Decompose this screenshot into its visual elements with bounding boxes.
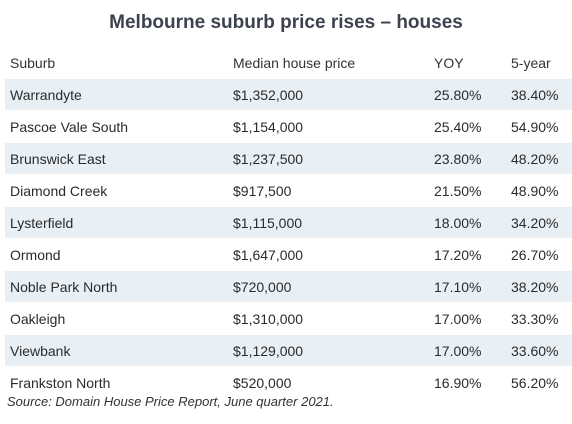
cell-yoy: 16.90% (429, 366, 506, 399)
cell-suburb: Diamond Creek (5, 174, 228, 207)
table-title: Melbourne suburb price rises – houses (109, 12, 463, 33)
cell-5-year: 34.20% (506, 206, 572, 239)
cell-median-price: $1,310,000 (228, 302, 429, 335)
source-note: Source: Domain House Price Report, June … (7, 394, 334, 409)
cell-5-year: 38.20% (506, 270, 572, 303)
table-row: Oakleigh $1,310,000 17.00% 33.30% (5, 302, 572, 335)
cell-5-year: 54.90% (506, 110, 572, 143)
header-yoy: YOY (429, 47, 506, 79)
cell-yoy: 21.50% (429, 174, 506, 207)
cell-suburb: Viewbank (5, 334, 228, 367)
table-row: Brunswick East $1,237,500 23.80% 48.20% (5, 142, 572, 175)
cell-suburb: Noble Park North (5, 270, 228, 303)
cell-yoy: 25.40% (429, 110, 506, 143)
table-row: Warrandyte $1,352,000 25.80% 38.40% (5, 78, 572, 111)
cell-5-year: 56.20% (506, 366, 572, 399)
table-row: Lysterfield $1,115,000 18.00% 34.20% (5, 206, 572, 239)
table-row: Diamond Creek $917,500 21.50% 48.90% (5, 174, 572, 207)
cell-suburb: Warrandyte (5, 78, 228, 111)
cell-median-price: $917,500 (228, 174, 429, 207)
price-table: Suburb Median house price YOY 5-year War… (5, 47, 572, 399)
table-row: Pascoe Vale South $1,154,000 25.40% 54.9… (5, 110, 572, 143)
cell-median-price: $1,115,000 (228, 206, 429, 239)
cell-yoy: 25.80% (429, 78, 506, 111)
cell-5-year: 33.60% (506, 334, 572, 367)
cell-median-price: $520,000 (228, 366, 429, 399)
cell-5-year: 38.40% (506, 78, 572, 111)
table-row: Ormond $1,647,000 17.20% 26.70% (5, 238, 572, 271)
cell-yoy: 23.80% (429, 142, 506, 175)
cell-median-price: $1,129,000 (228, 334, 429, 367)
cell-yoy: 17.10% (429, 270, 506, 303)
cell-median-price: $1,237,500 (228, 142, 429, 175)
table-row: Viewbank $1,129,000 17.00% 33.60% (5, 334, 572, 367)
cell-suburb: Frankston North (5, 366, 228, 399)
cell-yoy: 17.20% (429, 238, 506, 271)
cell-median-price: $1,154,000 (228, 110, 429, 143)
cell-yoy: 18.00% (429, 206, 506, 239)
header-suburb: Suburb (5, 47, 228, 79)
header-5-year: 5-year (506, 47, 572, 79)
cell-yoy: 17.00% (429, 302, 506, 335)
cell-yoy: 17.00% (429, 334, 506, 367)
cell-5-year: 26.70% (506, 238, 572, 271)
cell-5-year: 48.90% (506, 174, 572, 207)
cell-suburb: Oakleigh (5, 302, 228, 335)
header-median-price: Median house price (228, 47, 429, 79)
cell-median-price: $1,647,000 (228, 238, 429, 271)
cell-suburb: Pascoe Vale South (5, 110, 228, 143)
table-header-row: Suburb Median house price YOY 5-year (5, 47, 572, 79)
cell-suburb: Ormond (5, 238, 228, 271)
cell-5-year: 33.30% (506, 302, 572, 335)
table-row: Noble Park North $720,000 17.10% 38.20% (5, 270, 572, 303)
cell-5-year: 48.20% (506, 142, 572, 175)
cell-suburb: Lysterfield (5, 206, 228, 239)
cell-median-price: $1,352,000 (228, 78, 429, 111)
cell-suburb: Brunswick East (5, 142, 228, 175)
cell-median-price: $720,000 (228, 270, 429, 303)
table-row: Frankston North $520,000 16.90% 56.20% (5, 366, 572, 399)
